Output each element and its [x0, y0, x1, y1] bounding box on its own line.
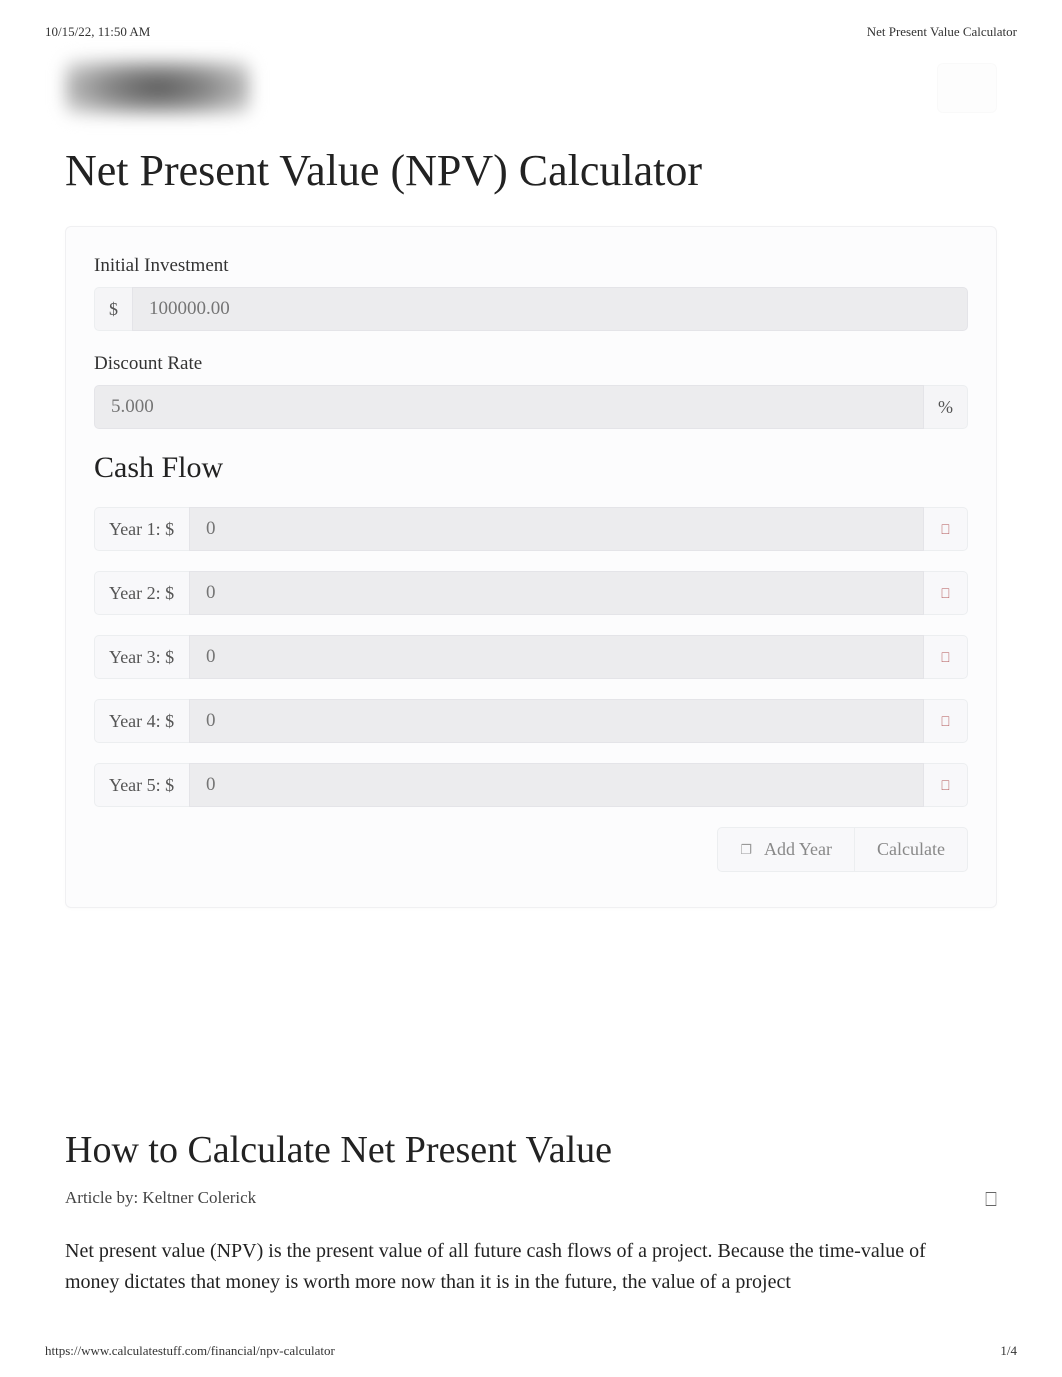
discount-rate-group: % [94, 385, 968, 429]
article-byline: Article by: Keltner Colerick [65, 1188, 997, 1208]
print-timestamp: 10/15/22, 11:50 AM [45, 24, 150, 40]
initial-investment-input[interactable] [132, 287, 968, 331]
calculate-label: Calculate [877, 839, 945, 860]
year-label: Year 4: $ [94, 699, 189, 743]
article-title: How to Calculate Net Present Value [65, 1128, 997, 1172]
print-header: 10/15/22, 11:50 AM Net Present Value Cal… [0, 0, 1062, 50]
cash-flow-heading: Cash Flow [94, 451, 968, 485]
year-input[interactable] [189, 699, 924, 743]
add-year-button[interactable]: ❐ Add Year [717, 827, 854, 872]
year-label: Year 5: $ [94, 763, 189, 807]
year-input[interactable] [189, 763, 924, 807]
plus-icon: ❐ [740, 842, 752, 858]
print-footer: https://www.calculatestuff.com/financial… [0, 1325, 1062, 1377]
calculate-button[interactable]: Calculate [854, 827, 968, 872]
year-input[interactable] [189, 507, 924, 551]
year-row: Year 5: $ ⎕ [94, 763, 968, 807]
trash-icon: ⎕ [941, 713, 949, 730]
year-row: Year 1: $ ⎕ [94, 507, 968, 551]
initial-investment-group: $ [94, 287, 968, 331]
scroll-top-icon[interactable]: ⎕ [985, 1189, 997, 1212]
percent-suffix: % [924, 385, 968, 429]
add-year-label: Add Year [764, 839, 832, 860]
article-section: How to Calculate Net Present Value Artic… [0, 908, 1062, 1298]
article-body: Net present value (NPV) is the present v… [65, 1236, 997, 1298]
year-row: Year 3: $ ⎕ [94, 635, 968, 679]
delete-year-button[interactable]: ⎕ [924, 763, 968, 807]
discount-rate-label: Discount Rate [94, 353, 968, 375]
delete-year-button[interactable]: ⎕ [924, 507, 968, 551]
trash-icon: ⎕ [941, 649, 949, 666]
trash-icon: ⎕ [941, 777, 949, 794]
year-input[interactable] [189, 571, 924, 615]
top-bar [0, 50, 1062, 130]
page-title: Net Present Value (NPV) Calculator [0, 130, 1062, 226]
trash-icon: ⎕ [941, 521, 949, 538]
delete-year-button[interactable]: ⎕ [924, 699, 968, 743]
hamburger-menu-icon[interactable] [937, 63, 997, 113]
year-label: Year 2: $ [94, 571, 189, 615]
year-input[interactable] [189, 635, 924, 679]
site-logo[interactable] [65, 60, 250, 115]
initial-investment-label: Initial Investment [94, 255, 968, 277]
trash-icon: ⎕ [941, 585, 949, 602]
year-label: Year 3: $ [94, 635, 189, 679]
year-row: Year 2: $ ⎕ [94, 571, 968, 615]
print-url: https://www.calculatestuff.com/financial… [45, 1343, 335, 1359]
delete-year-button[interactable]: ⎕ [924, 571, 968, 615]
dollar-prefix: $ [94, 287, 132, 331]
button-row: ❐ Add Year Calculate [94, 827, 968, 872]
discount-rate-input[interactable] [94, 385, 924, 429]
calculator-form: Initial Investment $ Discount Rate % Cas… [65, 226, 997, 908]
years-container: Year 1: $ ⎕ Year 2: $ ⎕ Year 3: $ ⎕ Year 4: $ ⎕… [94, 507, 968, 807]
delete-year-button[interactable]: ⎕ [924, 635, 968, 679]
print-page-num: 1/4 [1000, 1343, 1017, 1359]
year-row: Year 4: $ ⎕ [94, 699, 968, 743]
print-doc-title: Net Present Value Calculator [867, 24, 1017, 40]
year-label: Year 1: $ [94, 507, 189, 551]
